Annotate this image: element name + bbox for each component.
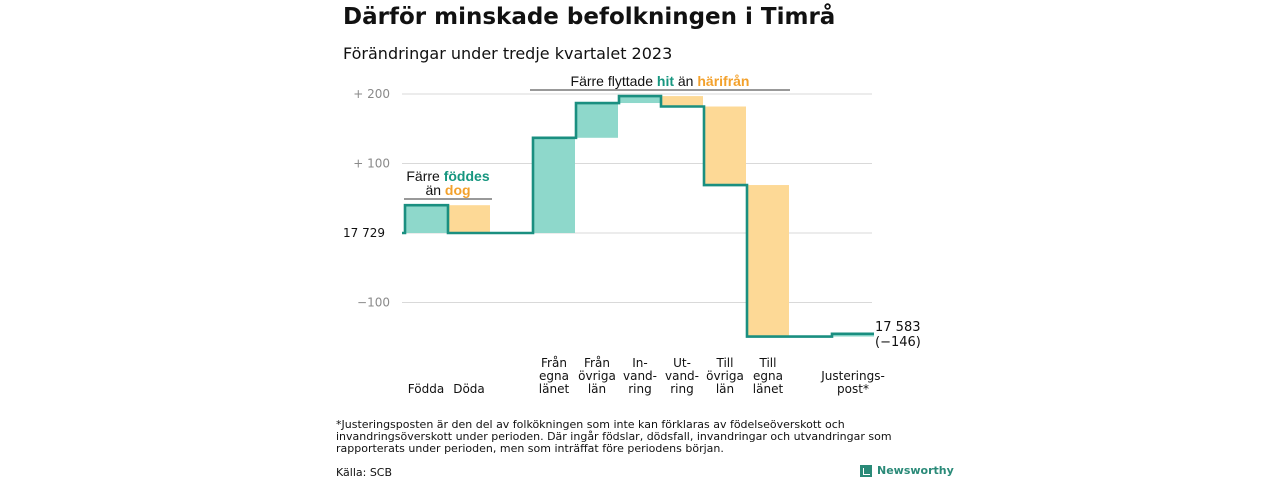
footnote: *Justeringsposten är den del av folkökni… — [336, 418, 892, 455]
category-label: vand- — [665, 369, 699, 383]
category-label: egna — [539, 369, 569, 383]
category-label: övriga — [706, 369, 744, 383]
end-change-label: (−146) — [875, 335, 921, 350]
category-label: post* — [837, 382, 869, 396]
newsworthy-logo-icon — [860, 464, 872, 477]
annotation-part: dog — [445, 182, 471, 198]
annotation-part: härifrån — [697, 73, 749, 89]
end-value-label: 17 583 — [875, 320, 921, 335]
chart-title: Därför minskade befolkningen i Timrå — [343, 4, 836, 30]
category-label: egna — [753, 369, 783, 383]
y-tick-label: + 200 — [353, 87, 390, 101]
y-tick-label: −100 — [357, 296, 390, 310]
waterfall-bar — [704, 106, 746, 186]
category-label: vand- — [623, 369, 657, 383]
waterfall-bar — [533, 137, 575, 233]
waterfall-chart: + 200 + 100 −100 17 729 17 583(−146) Födda Död… — [343, 73, 921, 396]
waterfall-bar — [576, 103, 618, 138]
category-label: övriga — [578, 369, 616, 383]
cumulative-step-line — [402, 94, 874, 338]
category-label: länet — [753, 382, 784, 396]
category-label: Till — [716, 356, 734, 370]
y-tick-label: + 100 — [353, 157, 390, 171]
category-label: Från — [541, 356, 567, 370]
category-label: ring — [670, 382, 694, 396]
newsworthy-logo[interactable]: Newsworthy — [860, 464, 954, 477]
waterfall-bar — [405, 205, 447, 233]
start-value-label: 17 729 — [343, 226, 385, 240]
annotation-part: än — [425, 182, 444, 198]
annotation-part: föddes — [444, 168, 490, 184]
annotation-migration: Färre flyttade hit än härifrån — [571, 73, 750, 89]
category-label: Från — [584, 356, 610, 370]
category-label: Ut- — [673, 356, 691, 370]
waterfall-bar — [661, 96, 703, 107]
category-label: Justerings- — [820, 369, 885, 383]
annotation-part: Färre — [406, 168, 443, 184]
annotation-births-line1: Färre föddes — [406, 168, 489, 184]
category-label: län — [716, 382, 734, 396]
category-label: ring — [628, 382, 652, 396]
annotation-part: än — [674, 73, 697, 89]
waterfall-bar — [747, 185, 789, 337]
waterfall-bar — [619, 96, 661, 104]
source-label: Källa: SCB — [336, 466, 393, 479]
category-label: Till — [759, 356, 777, 370]
waterfall-bar — [448, 205, 490, 233]
chart-subtitle: Förändringar under tredje kvartalet 2023 — [343, 44, 673, 63]
annotation-births-line2: än dog — [425, 182, 470, 198]
annotation-part: hit — [657, 73, 674, 89]
annotation-part: Färre flyttade — [571, 73, 657, 89]
category-label: In- — [632, 356, 647, 370]
category-label: Födda — [408, 382, 444, 396]
waterfall-bar — [832, 333, 874, 337]
category-label: länet — [539, 382, 570, 396]
category-label: län — [588, 382, 606, 396]
brand-name: Newsworthy — [877, 464, 954, 477]
category-label: Döda — [453, 382, 485, 396]
